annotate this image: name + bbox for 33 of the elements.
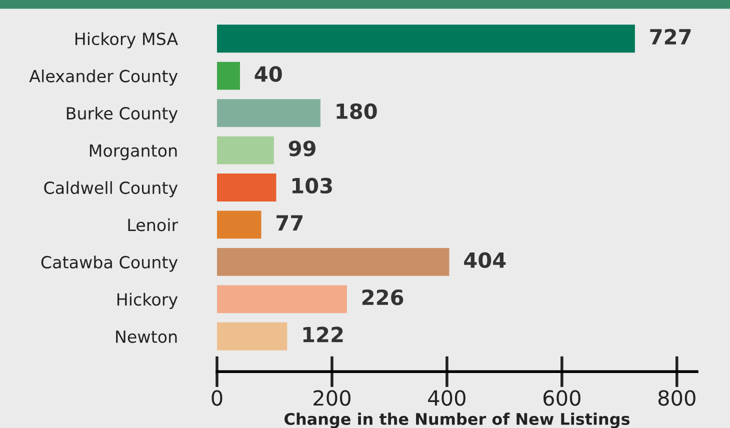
data-label: 180 (336, 103, 377, 120)
y-tick-label: Catawba County (41, 256, 178, 272)
bar (217, 174, 276, 202)
data-label: 77 (276, 215, 302, 230)
data-label: 103 (292, 178, 332, 194)
y-tick-label: Morganton (90, 144, 177, 160)
y-tick-label: Caldwell County (44, 181, 178, 198)
data-label: 40 (254, 66, 282, 82)
x-tick-label: 0 (212, 390, 222, 406)
x-tick-label: 400 (428, 390, 466, 406)
x-axis-title: Change in the Number of New Listings (284, 412, 630, 428)
data-label: 727 (650, 28, 691, 44)
y-tick-label: Hickory MSA (75, 32, 178, 48)
y-tick-label: Newton (116, 330, 177, 343)
y-tick-label: Hickory (117, 292, 178, 309)
y-tick-label: Alexander County (29, 70, 178, 86)
y-tick-label: Burke County (66, 106, 178, 123)
bar (217, 322, 288, 350)
bar (217, 210, 262, 239)
x-tick-label: 200 (314, 390, 350, 406)
y-tick-label: Lenoir (128, 218, 178, 232)
x-tick-label: 800 (658, 390, 696, 406)
data-label: 226 (362, 289, 404, 306)
x-tick-label: 600 (543, 390, 580, 406)
data-label: 122 (303, 326, 343, 342)
bar (217, 24, 635, 53)
bar (217, 285, 347, 314)
data-label: 99 (288, 140, 316, 156)
bar (217, 99, 320, 128)
bar (217, 62, 240, 90)
bar (217, 136, 274, 164)
bar (217, 248, 450, 276)
data-label: 404 (464, 252, 506, 268)
